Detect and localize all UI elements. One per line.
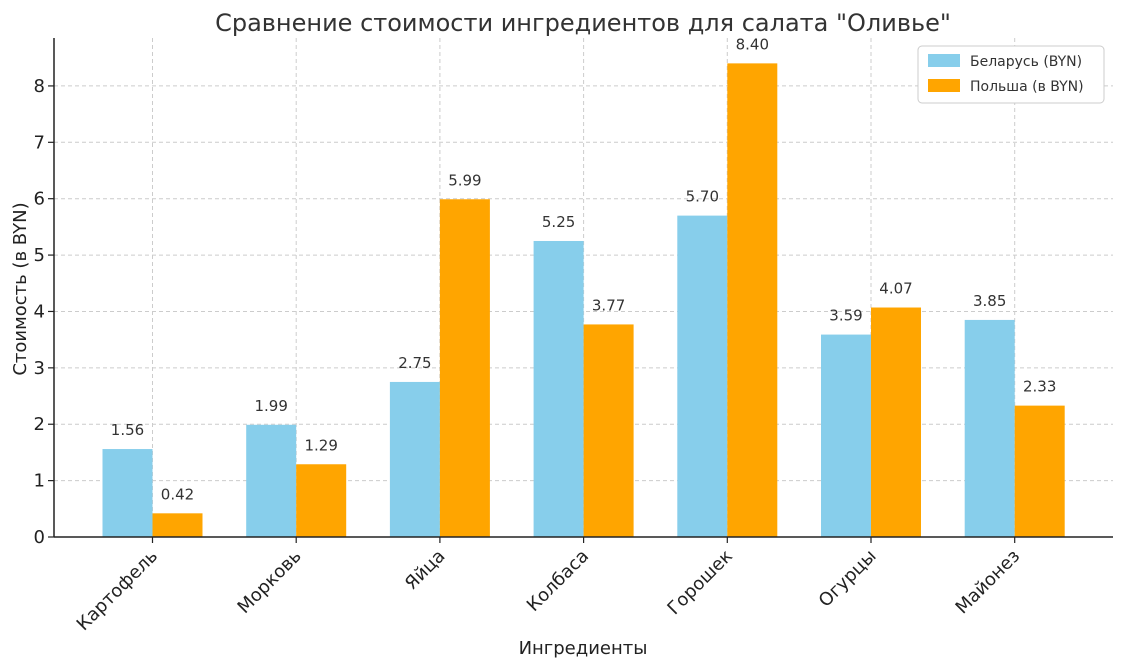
y-tick-label: 0 [34,527,45,548]
data-label-belarus: 3.85 [973,292,1006,310]
bar-belarus [677,215,728,537]
legend-label-belarus: Беларусь (BYN) [970,54,1082,70]
data-label-belarus: 5.25 [542,213,575,231]
y-tick-label: 3 [34,358,45,379]
y-tick-label: 6 [34,189,45,210]
x-tick-label: Яйца [401,546,449,594]
legend: Беларусь (BYN) Польша (в BYN) [917,45,1105,104]
bar-belarus [533,240,584,538]
data-label-belarus: 5.70 [686,188,719,206]
x-axis-title: Ингредиенты [519,638,648,659]
data-label-poland: 4.07 [879,280,912,298]
data-label-poland: 8.40 [736,35,769,53]
bar-poland [871,307,921,537]
data-label-poland: 3.77 [592,296,625,314]
data-label-poland: 2.33 [1023,378,1056,396]
data-label-belarus: 2.75 [398,354,431,372]
x-tick-label: Колбаса [523,546,593,616]
data-labels-layer: 1.56 0.42 1.99 1.29 2.75 5.99 5.25 3.77 5.70 8.40… [111,35,1057,503]
legend-swatch-belarus [928,54,960,67]
bar-belarus [964,319,1015,537]
y-tick-label: 4 [34,301,45,322]
bars-layer [102,63,1065,538]
data-label-belarus: 1.56 [111,421,144,439]
bar-poland [1014,405,1065,537]
data-label-poland: 5.99 [448,171,481,189]
bar-poland [296,464,347,537]
data-label-poland: 1.29 [304,436,337,454]
x-tick-label: Майонез [952,546,1025,619]
x-tick-label: Морковь [234,546,306,618]
y-tick-label: 8 [34,76,45,97]
legend-swatch-poland [928,79,960,92]
bar-belarus [389,381,440,537]
bar-belarus [246,424,297,537]
bar-belarus [821,334,871,537]
bar-poland [583,324,634,537]
bar-poland [152,513,203,537]
legend-frame [917,45,1105,104]
data-label-poland: 0.42 [161,485,194,503]
chart-title: Сравнение стоимости ингредиентов для сал… [215,9,951,37]
bar-poland [439,199,490,537]
legend-label-poland: Польша (в BYN) [970,79,1084,95]
y-tick-label: 1 [34,471,45,492]
bar-poland [727,63,778,537]
y-tick-label: 2 [34,414,45,435]
x-tick-label: Горошек [663,546,737,620]
y-axis-title: Стоимость (в BYN) [10,202,31,375]
data-label-belarus: 3.59 [829,307,862,325]
x-tick-label: Огурцы [815,546,881,612]
x-tick-label: Картофель [73,546,162,635]
bar-belarus [102,449,153,537]
y-tick-label: 7 [34,132,45,153]
data-label-belarus: 1.99 [254,397,287,415]
y-tick-label: 5 [34,245,45,266]
